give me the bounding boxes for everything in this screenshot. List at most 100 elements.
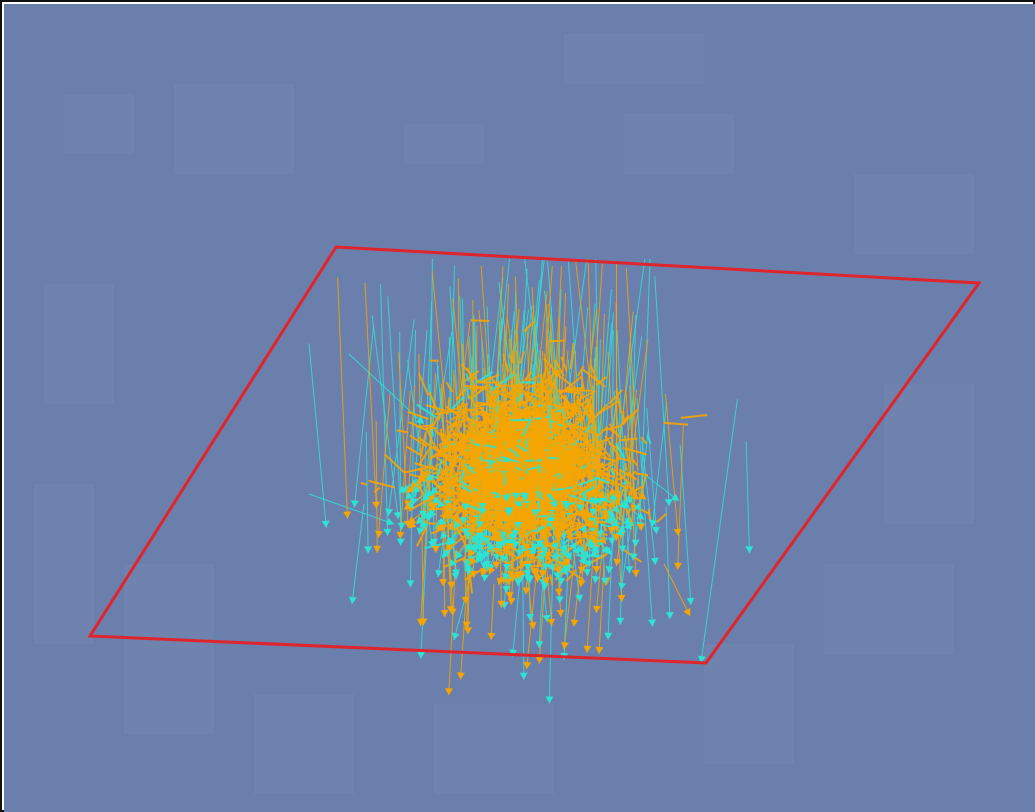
vector-line [549,438,557,445]
vector-line [700,399,738,664]
vector-arrow-head [554,512,563,521]
vector-line [496,418,517,440]
vector-line [504,384,519,398]
vector-line [559,394,567,400]
vector-line [516,377,534,394]
vector-arrow-head [550,553,559,562]
vector-arrow-head [550,542,559,550]
vector-line [543,455,553,478]
vector-arrow-head [546,517,555,525]
vector-line [535,477,548,480]
vector-line [510,409,537,417]
vector-arrow-head [611,519,619,527]
vector-line [568,405,576,410]
vector-arrow-head [492,503,501,511]
vector-line [624,463,628,471]
vector-line [533,475,549,500]
vector-line [491,418,500,436]
vector-arrow-head [482,550,491,559]
vector-arrow-head [564,551,572,560]
vector-line [576,365,585,377]
vector-line [551,427,561,435]
vector-arrow-head [633,502,642,511]
vector-arrow-head [479,534,487,543]
vector-arrow-head [497,600,506,608]
vector-arrow-head [613,558,622,566]
vector-line [353,325,375,508]
vector-arrow-head [541,520,549,528]
vector-arrow-head [576,504,585,512]
vector-arrow-head [542,614,551,623]
vector-arrow-head [521,494,529,502]
vector-line [621,471,631,478]
vector-line [511,453,516,460]
vector-line [427,522,436,525]
vector-line [472,384,488,398]
vector-line [482,416,491,434]
vector-line [573,394,576,409]
vector-line [745,441,750,554]
vector-line [567,467,573,482]
vector-arrow-head [581,512,590,520]
vector-arrow-head [385,508,394,516]
vector-arrow-head [464,568,473,576]
vector-arrow-head [453,520,462,529]
vector-line [506,499,523,521]
background-blur-shape [44,284,114,404]
vector-arrow-head [509,574,517,582]
vector-arrow-head [466,544,475,552]
background-blur-shape [704,644,794,764]
vector-line [479,452,485,462]
vector-line [420,494,430,659]
vector-arrow-head [544,510,553,518]
vector-line [408,498,429,512]
vector-line [632,478,635,498]
vector-arrow-head [426,473,434,482]
vector-line [473,412,488,417]
vector-arrow-head [539,506,548,514]
vector-line [452,447,464,452]
vector-line [680,414,708,419]
background-blur-shape [34,484,94,644]
vector-line [525,486,551,494]
vector-line [470,386,479,395]
vector-line [468,387,489,390]
vector-arrow-head [572,546,580,555]
vector-arrow-head [518,561,527,569]
vector-line [451,395,466,410]
vector-arrow-head [605,565,614,574]
vector-arrow-head [450,506,459,514]
vector-line [521,452,526,481]
vector-arrow-head [480,568,488,577]
vector-arrow-head [578,556,586,565]
vector-line [548,405,553,434]
vector-line [459,469,466,482]
vector-arrow-head [616,617,625,625]
vector-line [655,513,667,524]
vector-line [453,418,469,426]
vector-arrow-head [470,557,478,566]
vector-line [460,363,480,383]
vector-line [544,363,553,389]
vector-line [515,484,523,495]
vector-line [440,436,459,457]
vector-line [635,472,649,477]
vector-line [608,389,623,405]
vector-arrow-head [522,543,531,551]
vector-line [468,496,479,508]
vector-line [502,478,506,495]
vector-arrow-head [505,509,513,517]
vector-arrow-head [451,632,460,640]
vector-line [470,319,490,322]
vector-line [601,521,608,532]
vector-line [602,489,613,509]
vector-line [627,485,644,495]
vector-line [564,455,568,471]
vector-line [549,339,566,343]
vector-arrow-head [574,530,582,539]
vector-arrow-head [541,576,550,585]
vector-arrow-head [613,489,622,498]
vector-line [523,390,540,412]
vector-arrow-head [437,500,445,508]
vector-arrow-head [375,530,383,538]
